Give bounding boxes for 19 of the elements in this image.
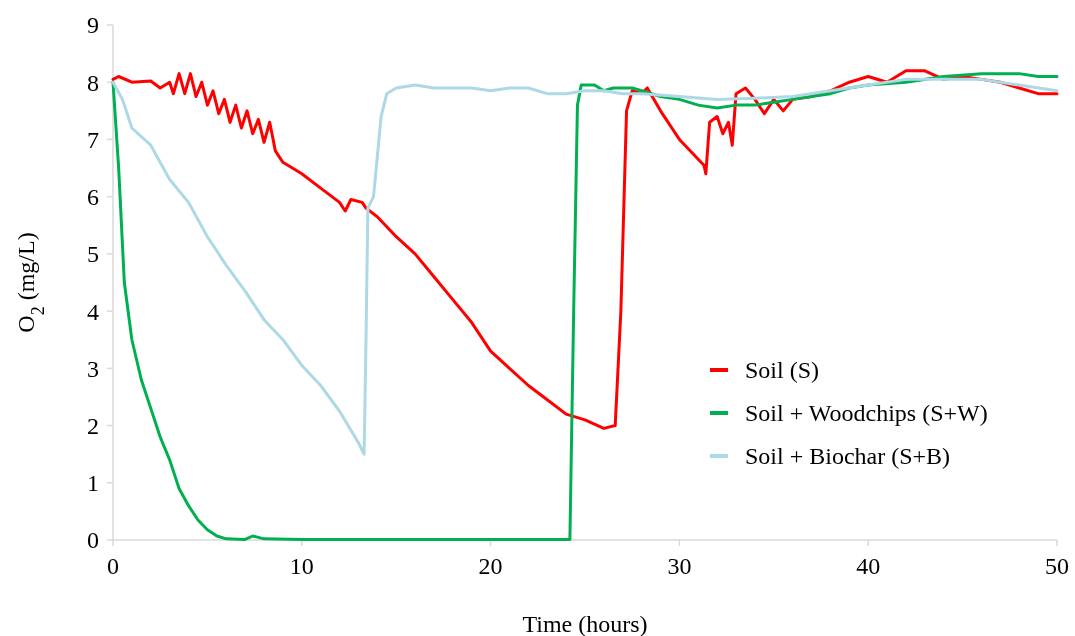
x-tick-label: 50 bbox=[1045, 553, 1069, 579]
y-tick-label: 4 bbox=[87, 298, 99, 325]
y-tick-label: 6 bbox=[87, 184, 99, 211]
y-tick-label: 5 bbox=[87, 241, 99, 268]
legend-label: Soil + Woodchips (S+W) bbox=[745, 400, 988, 427]
y-tick-label: 8 bbox=[87, 69, 99, 96]
y-tick-label: 2 bbox=[87, 412, 99, 439]
legend-label: Soil (S) bbox=[745, 357, 820, 384]
x-tick-label: 30 bbox=[667, 553, 692, 579]
x-tick-label: 40 bbox=[856, 553, 881, 579]
x-tick-label: 10 bbox=[289, 553, 314, 579]
y-tick-label: 3 bbox=[87, 355, 99, 382]
legend-label: Soil + Biochar (S+B) bbox=[745, 443, 951, 470]
y-tick-label: 1 bbox=[87, 470, 99, 497]
y-tick-label: 0 bbox=[87, 527, 99, 554]
x-tick-label: 0 bbox=[107, 553, 119, 579]
x-tick-label: 20 bbox=[478, 553, 503, 579]
y-tick-label: 7 bbox=[87, 126, 99, 153]
y-tick-label: 9 bbox=[87, 12, 99, 39]
